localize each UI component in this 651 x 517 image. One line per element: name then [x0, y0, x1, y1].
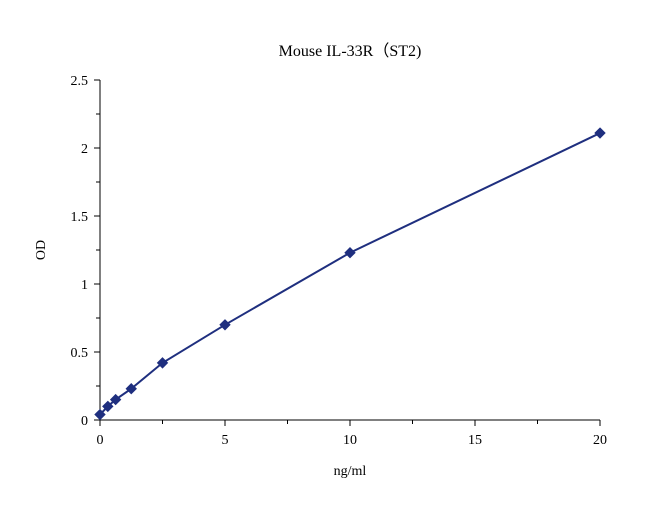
x-tick-label: 15	[468, 433, 482, 448]
y-tick-label: 0.5	[71, 346, 89, 361]
y-tick-label: 0	[81, 414, 88, 429]
x-tick-label: 10	[343, 433, 357, 448]
x-tick-label: 5	[222, 433, 229, 448]
chart-title: Mouse IL-33R（ST2)	[279, 42, 422, 60]
y-tick-label: 1	[81, 278, 88, 293]
x-tick-label: 20	[593, 433, 607, 448]
y-tick-label: 2.5	[71, 74, 89, 89]
x-axis-label: ng/ml	[334, 464, 367, 479]
y-axis-label: OD	[34, 240, 49, 260]
x-tick-label: 0	[97, 433, 104, 448]
chart-container: 0 0.5 1 1.5 2 2.5 0 5 10 15 20 Mouse IL-33R（ST2) ng/…	[0, 0, 651, 517]
y-tick-label: 2	[81, 142, 88, 157]
y-tick-label: 1.5	[71, 210, 89, 225]
chart-svg: 0 0.5 1 1.5 2 2.5 0 5 10 15 20 Mouse IL-33R（ST2) ng/…	[0, 0, 651, 517]
